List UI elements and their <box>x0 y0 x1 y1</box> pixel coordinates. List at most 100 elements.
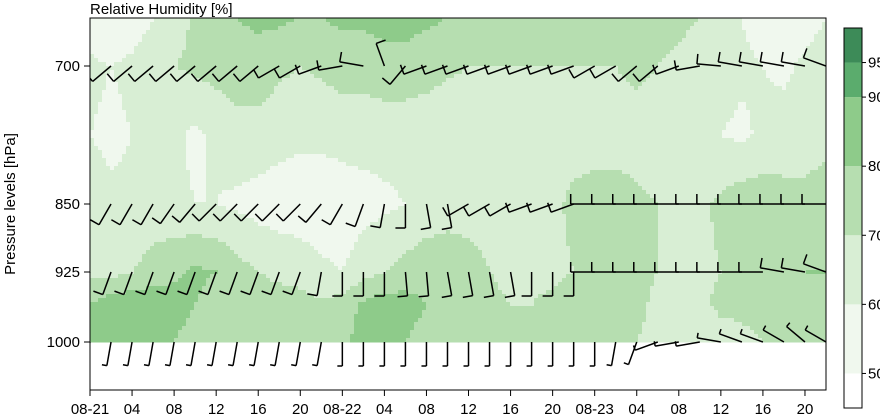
rh-cell <box>290 58 295 63</box>
rh-cell <box>282 46 287 51</box>
rh-cell <box>338 78 343 83</box>
rh-cell <box>534 114 539 119</box>
rh-cell <box>782 122 787 127</box>
rh-cell <box>450 74 455 79</box>
rh-cell <box>106 122 111 127</box>
rh-cell <box>246 86 251 91</box>
rh-cell <box>666 22 671 27</box>
rh-cell <box>394 58 399 63</box>
rh-cell <box>482 94 487 99</box>
rh-cell <box>210 30 215 35</box>
rh-cell <box>814 102 819 107</box>
rh-cell <box>346 98 351 103</box>
rh-cell <box>398 26 403 31</box>
rh-cell <box>650 70 655 75</box>
rh-cell <box>390 94 395 99</box>
rh-cell <box>290 74 295 79</box>
rh-cell <box>358 58 363 63</box>
rh-cell <box>166 54 171 59</box>
rh-cell <box>682 62 687 67</box>
rh-cell <box>274 54 279 59</box>
rh-cell <box>618 74 623 79</box>
rh-cell <box>554 74 559 79</box>
rh-cell <box>742 78 747 83</box>
rh-cell <box>554 110 559 115</box>
rh-cell <box>662 78 667 83</box>
rh-cell <box>450 66 455 71</box>
rh-cell <box>642 114 647 119</box>
rh-cell <box>486 54 491 59</box>
rh-cell <box>222 82 227 87</box>
rh-cell <box>794 82 799 87</box>
rh-cell <box>514 98 519 103</box>
rh-cell <box>650 66 655 71</box>
rh-cell <box>498 82 503 87</box>
rh-cell <box>562 110 567 115</box>
rh-cell <box>626 62 631 67</box>
rh-cell <box>738 66 743 71</box>
rh-cell <box>90 82 95 87</box>
rh-cell <box>578 78 583 83</box>
rh-cell <box>682 90 687 95</box>
rh-cell <box>98 54 103 59</box>
rh-cell <box>290 62 295 67</box>
rh-cell <box>374 38 379 43</box>
rh-cell <box>574 30 579 35</box>
rh-cell <box>698 118 703 123</box>
rh-cell <box>702 102 707 107</box>
rh-cell <box>502 62 507 67</box>
rh-cell <box>190 74 195 79</box>
rh-cell <box>822 34 826 39</box>
rh-cell <box>134 70 139 75</box>
rh-cell <box>126 22 131 27</box>
rh-cell <box>578 82 583 87</box>
rh-cell <box>758 110 763 115</box>
rh-cell <box>550 50 555 55</box>
rh-cell <box>658 122 663 127</box>
rh-cell <box>566 98 571 103</box>
rh-cell <box>822 86 826 91</box>
rh-cell <box>262 110 267 115</box>
rh-cell <box>810 42 815 47</box>
rh-cell <box>378 78 383 83</box>
rh-cell <box>226 106 231 111</box>
rh-cell <box>630 102 635 107</box>
rh-cell <box>294 50 299 55</box>
rh-cell <box>714 118 719 123</box>
rh-cell <box>130 98 135 103</box>
rh-cell <box>598 42 603 47</box>
rh-cell <box>90 66 95 71</box>
rh-cell <box>686 98 691 103</box>
rh-cell <box>286 22 291 27</box>
rh-cell <box>470 22 475 27</box>
rh-cell <box>794 54 799 59</box>
rh-cell <box>118 118 123 123</box>
rh-cell <box>590 82 595 87</box>
rh-cell <box>194 54 199 59</box>
rh-cell <box>782 46 787 51</box>
rh-cell <box>198 66 203 71</box>
rh-cell <box>526 118 531 123</box>
rh-cell <box>642 106 647 111</box>
rh-cell <box>462 58 467 63</box>
rh-cell <box>354 78 359 83</box>
rh-cell <box>414 26 419 31</box>
rh-cell <box>146 118 151 123</box>
rh-cell <box>162 106 167 111</box>
rh-cell <box>118 126 123 131</box>
rh-cell <box>766 70 771 75</box>
rh-cell <box>690 82 695 87</box>
rh-cell <box>586 66 591 71</box>
rh-cell <box>618 114 623 119</box>
rh-cell <box>578 90 583 95</box>
rh-cell <box>382 118 387 123</box>
rh-cell <box>286 42 291 47</box>
rh-cell <box>578 74 583 79</box>
rh-cell <box>438 38 443 43</box>
rh-cell <box>354 26 359 31</box>
rh-cell <box>170 78 175 83</box>
rh-cell <box>126 86 131 91</box>
rh-cell <box>526 94 531 99</box>
rh-cell <box>722 82 727 87</box>
